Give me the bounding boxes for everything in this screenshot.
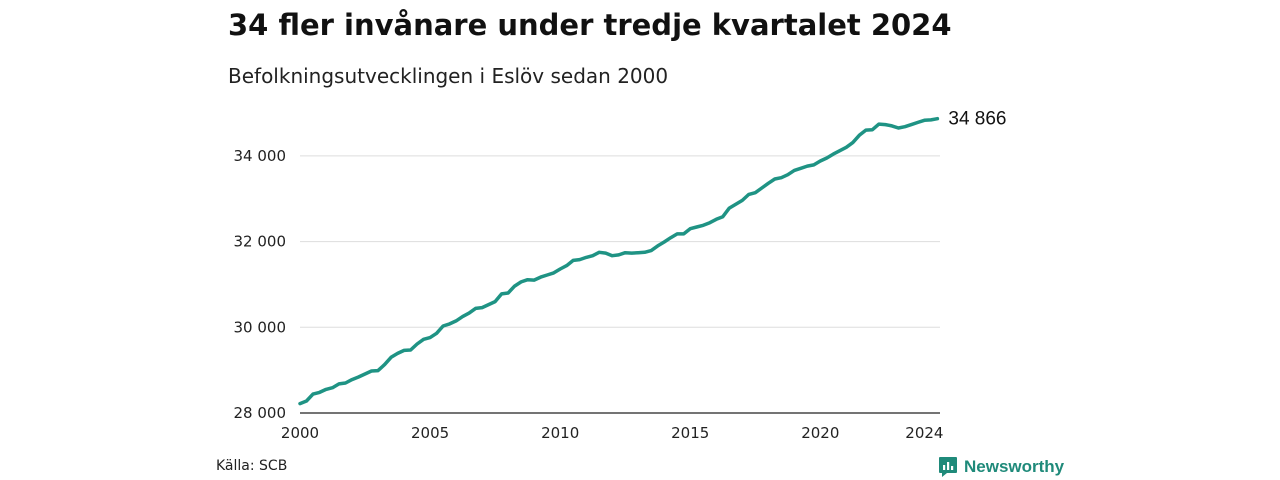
- y-tick-label: 30 000: [234, 318, 287, 336]
- x-tick-label: 2010: [541, 424, 579, 442]
- y-tick-label: 32 000: [234, 233, 287, 251]
- x-axis-ticks: 2000 2005 2010 2015 2020 2024: [281, 424, 944, 442]
- series-layer: [298, 116, 940, 406]
- x-tick-label: 2020: [801, 424, 839, 442]
- x-tick-label: 2024: [905, 424, 943, 442]
- chart-title: 34 fler invånare under tredje kvartalet …: [228, 8, 952, 42]
- x-tick-label: 2000: [281, 424, 319, 442]
- brand-name: Newsworthy: [964, 457, 1065, 476]
- y-tick-label: 34 000: [234, 147, 287, 165]
- source-note: Källa: SCB: [216, 458, 288, 474]
- end-value-label: 34 866: [948, 109, 1006, 130]
- x-tick-label: 2015: [671, 424, 709, 442]
- y-tick-label: 28 000: [234, 404, 287, 422]
- chart-subtitle: Befolkningsutvecklingen i Eslöv sedan 20…: [228, 64, 669, 88]
- brand: Newsworthy: [938, 456, 1064, 478]
- y-axis-ticks: 28 000 30 000 32 000 34 000: [234, 147, 287, 422]
- series-line: [298, 116, 940, 406]
- label-layer: 34 866: [948, 109, 1006, 130]
- newsworthy-logo-icon: [939, 457, 957, 477]
- grid-lines: [300, 155, 940, 414]
- x-tick-label: 2005: [411, 424, 449, 442]
